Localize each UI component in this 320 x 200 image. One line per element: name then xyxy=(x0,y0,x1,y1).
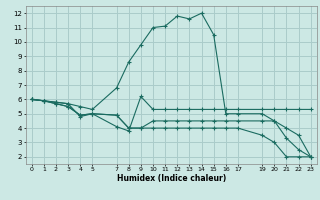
X-axis label: Humidex (Indice chaleur): Humidex (Indice chaleur) xyxy=(116,174,226,183)
